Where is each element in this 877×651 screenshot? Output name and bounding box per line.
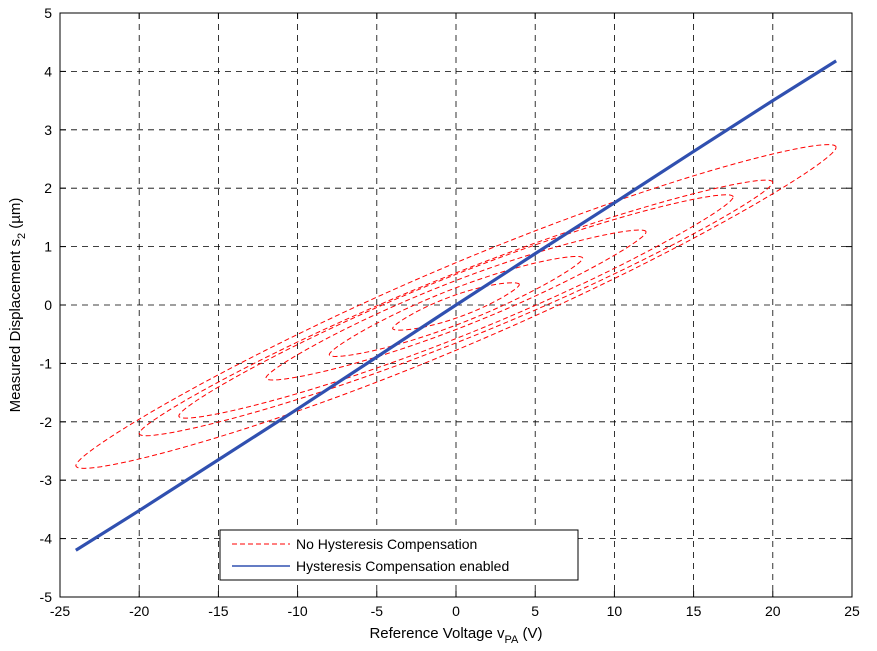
x-axis-label: Reference Voltage vPA (V) xyxy=(369,625,542,646)
no-compensation-loop xyxy=(328,255,584,357)
legend: No Hysteresis Compensation Hysteresis Co… xyxy=(219,529,579,581)
y-axis-label-base: Measured Displacement s xyxy=(7,239,24,412)
no-compensation-loop xyxy=(265,229,647,381)
x-tick-label: -10 xyxy=(287,603,307,619)
no-compensation-loop xyxy=(178,194,734,419)
y-axis-label: Measured Displacement s2 (µm) xyxy=(7,198,28,413)
x-tick-label: 25 xyxy=(844,603,860,619)
y-tick-label: -2 xyxy=(40,414,53,430)
x-tick-label: 20 xyxy=(765,603,781,619)
x-axis-label-base: Reference Voltage v xyxy=(369,625,505,642)
x-tick-label: -15 xyxy=(208,603,228,619)
y-tick-label: 4 xyxy=(44,63,52,79)
x-axis-label-sub: PA xyxy=(505,634,520,646)
legend-label-no-compensation: No Hysteresis Compensation xyxy=(296,536,477,552)
x-tick-label: 0 xyxy=(452,603,460,619)
y-tick-label: 0 xyxy=(44,297,52,313)
legend-label-compensation-enabled: Hysteresis Compensation enabled xyxy=(296,558,509,574)
y-tick-label: 1 xyxy=(44,239,52,255)
no-compensation-loop xyxy=(75,144,837,469)
y-tick-label: -5 xyxy=(40,589,53,605)
y-tick-label: -3 xyxy=(40,472,53,488)
legend-box xyxy=(219,529,579,581)
x-tick-label: -25 xyxy=(50,603,70,619)
x-tick-label: -5 xyxy=(371,603,384,619)
x-tick-label: 15 xyxy=(686,603,702,619)
x-tick-label: 5 xyxy=(531,603,539,619)
x-axis-label-tail: (V) xyxy=(518,625,542,642)
x-tick-label: -20 xyxy=(129,603,149,619)
y-tick-label: -1 xyxy=(40,355,53,371)
y-tick-label: -4 xyxy=(40,531,53,547)
y-axis-label-sub: 2 xyxy=(16,233,28,239)
y-tick-label: 2 xyxy=(44,180,52,196)
x-tick-label: 10 xyxy=(607,603,623,619)
grid-lines xyxy=(60,13,852,597)
x-tick-labels: -25 -20 -15 -10 -5 0 5 10 15 20 25 xyxy=(50,603,860,619)
y-axis-label-tail: (µm) xyxy=(7,198,24,233)
series-layer xyxy=(74,59,838,552)
tick-marks xyxy=(59,12,853,598)
y-tick-labels: -5 -4 -3 -2 -1 0 1 2 3 4 5 xyxy=(40,5,53,605)
y-tick-label: 3 xyxy=(44,122,52,138)
no-compensation-loop xyxy=(138,179,774,437)
y-tick-label: 5 xyxy=(44,5,52,21)
